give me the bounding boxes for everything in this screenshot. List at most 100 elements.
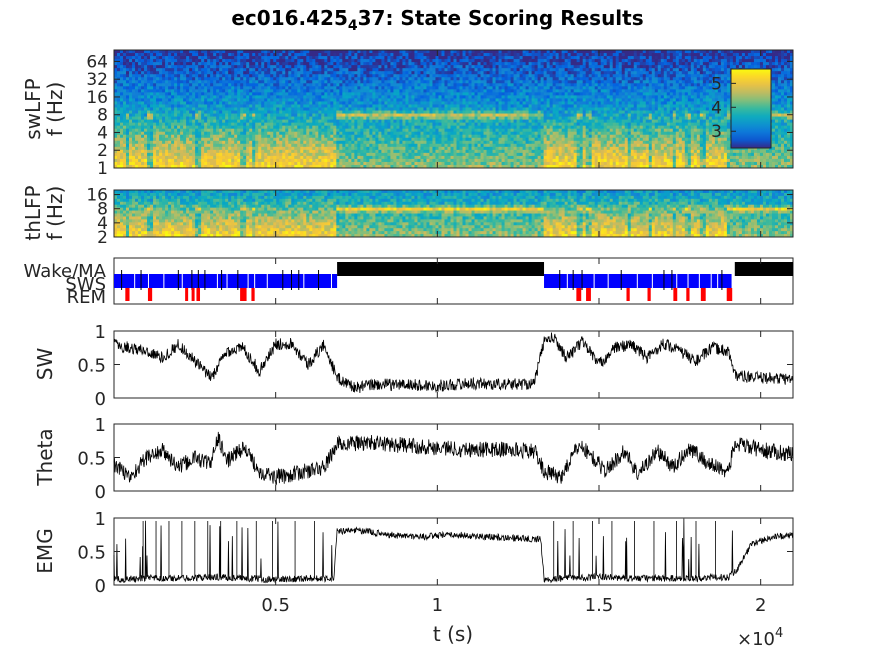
spectrogram-cell: [273, 164, 277, 168]
spectrogram-cell: [129, 83, 133, 87]
spectrogram-cell: [234, 152, 238, 157]
spectrogram-cell: [477, 77, 481, 81]
spectrogram-cell: [438, 74, 442, 78]
spectrogram-cell: [282, 119, 286, 124]
spectrogram-cell: [258, 59, 262, 63]
spectrogram-cell: [168, 107, 172, 111]
spectrogram-cell: [462, 95, 466, 99]
spectrogram-cell: [453, 50, 457, 54]
spectrogram-cell: [432, 56, 436, 60]
spectrogram-cell: [324, 65, 328, 69]
spectrogram-cell: [192, 158, 196, 163]
spectrogram-cell: [156, 62, 160, 66]
spectrogram-cell: [291, 134, 295, 139]
spectrogram-cell: [162, 161, 166, 166]
spectrogram-cell: [414, 56, 418, 60]
spectrogram-cell: [468, 86, 472, 90]
spectrogram-cell: [249, 119, 253, 124]
spectrogram-cell: [360, 59, 364, 63]
spectrogram-cell: [492, 98, 496, 102]
spectrogram-cell: [240, 134, 244, 139]
spectrogram-cell: [441, 59, 445, 63]
spectrogram-cell: [396, 77, 400, 81]
spectrogram-cell: [285, 65, 289, 69]
spectrogram-cell: [177, 134, 181, 139]
spectrogram-cell: [306, 116, 310, 120]
spectrogram-cell: [189, 158, 193, 163]
spectrogram-cell: [468, 50, 472, 54]
spectrogram-cell: [270, 143, 274, 148]
spectrogram-cell: [363, 131, 367, 136]
spectrogram-cell: [231, 101, 235, 105]
spectrogram-cell: [318, 86, 322, 90]
spectrogram-cell: [420, 158, 424, 163]
spectrogram-cell: [198, 74, 202, 78]
spectrogram-cell: [495, 119, 499, 124]
spectrogram-cell: [354, 86, 358, 90]
spectrogram-cell: [375, 128, 379, 133]
spectrogram-cell: [303, 53, 307, 57]
spectrogram-cell: [318, 158, 322, 163]
spectrogram-cell: [120, 152, 124, 157]
spectrogram-cell: [294, 116, 298, 120]
spectrogram-cell: [408, 77, 412, 81]
spectrogram-cell: [321, 161, 325, 166]
spectrogram-cell: [279, 86, 283, 90]
spectrogram-cell: [144, 113, 148, 117]
spectrogram-cell: [351, 116, 355, 120]
spectrogram-cell: [321, 98, 325, 102]
spectrogram-cell: [471, 95, 475, 99]
spectrogram-cell: [480, 56, 484, 60]
spectrogram-cell: [327, 131, 331, 136]
spectrogram-cell: [150, 89, 154, 93]
spectrogram-cell: [171, 137, 175, 142]
spectrogram-cell: [294, 110, 298, 114]
spectrogram-cell: [447, 80, 451, 84]
spectrogram-cell: [249, 110, 253, 114]
spectrogram-cell: [261, 83, 265, 87]
spectrogram-cell: [453, 62, 457, 66]
spectrogram-cell: [264, 74, 268, 78]
spectrogram-cell: [351, 92, 355, 96]
spectrogram-cell: [453, 158, 457, 163]
spectrogram-cell: [363, 71, 367, 75]
spectrogram-cell: [147, 92, 151, 96]
spectrogram-cell: [210, 62, 214, 66]
spectrogram-cell: [372, 161, 376, 166]
spectrogram-cell: [195, 68, 199, 72]
spectrogram-cell: [486, 56, 490, 60]
spectrogram-cell: [264, 116, 268, 120]
spectrogram-cell: [177, 77, 181, 81]
spectrogram-cell: [369, 92, 373, 96]
spectrogram-cell: [399, 62, 403, 66]
spectrogram-cell: [291, 113, 295, 117]
spectrogram-cell: [201, 86, 205, 90]
spectrogram-cell: [162, 80, 166, 84]
spectrogram-cell: [393, 71, 397, 75]
spectrogram-cell: [267, 137, 271, 142]
spectrogram-cell: [357, 137, 361, 142]
spectrogram-cell: [438, 50, 442, 54]
spectrogram-cell: [135, 77, 139, 81]
spectrogram-cell: [375, 122, 379, 127]
spectrogram-cell: [336, 125, 340, 130]
spectrogram-cell: [471, 89, 475, 93]
spectrogram-cell: [333, 113, 337, 117]
spectrogram-cell: [372, 164, 376, 168]
spectrogram-cell: [210, 50, 214, 54]
spectrogram-cell: [156, 86, 160, 90]
spectrogram-cell: [357, 62, 361, 66]
spectrogram-cell: [243, 80, 247, 84]
spectrogram-cell: [405, 134, 409, 139]
spectrogram-cell: [489, 50, 493, 54]
spectrogram-cell: [345, 158, 349, 163]
spectrogram-cell: [342, 74, 346, 78]
spectrogram-cell: [477, 62, 481, 66]
spectrogram-cell: [465, 56, 469, 60]
spectrogram-cell: [483, 53, 487, 57]
spectrogram-cell: [249, 95, 253, 99]
spectrogram-cell: [285, 149, 289, 154]
spectrogram-cell: [435, 125, 439, 130]
spectrogram-cell: [198, 101, 202, 105]
spectrogram-cell: [405, 158, 409, 163]
